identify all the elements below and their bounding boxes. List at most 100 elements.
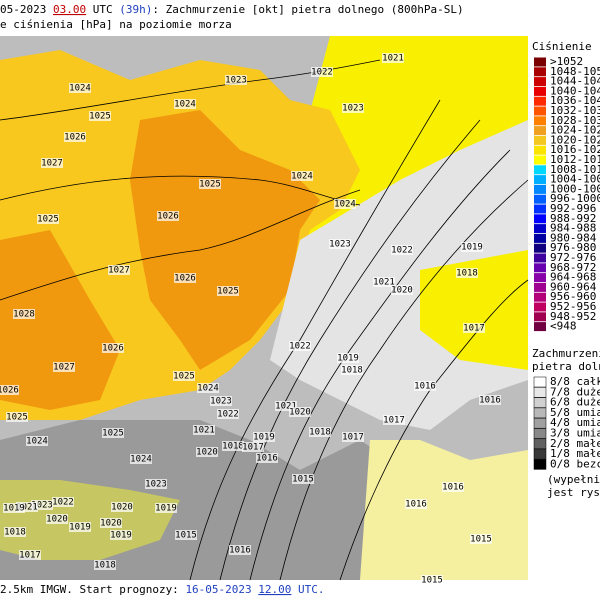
footer-text: 2.5km IMGW. Start prognozy:: [0, 583, 185, 596]
isobar-labels: 1024 1023 1022 1021 1024 1023 1025 1026 1027 1025…: [0, 53, 501, 586]
legend-swatch: [534, 282, 546, 292]
footer-date: 16-05-2023: [185, 583, 251, 596]
legend-swatch: [534, 175, 546, 185]
isobar-label: 1027: [41, 159, 63, 169]
isobar-label: 1022: [289, 342, 311, 352]
isobar-label-bg: [334, 199, 356, 209]
isobar-label-bg: [383, 415, 405, 425]
isobar-label: 1016: [479, 396, 501, 406]
legend-label: 1044-104: [550, 75, 600, 88]
isobar-label-bg: [110, 530, 132, 540]
isobar-label-bg: [52, 497, 74, 507]
isobar-label: 1021: [373, 278, 395, 288]
isobar-label: 1020: [196, 448, 218, 458]
header-date: 05-2023: [0, 3, 46, 16]
isobar-label-bg: [217, 409, 239, 419]
isobar-label-bg: [456, 268, 478, 278]
isobar-label: 1018: [456, 269, 478, 279]
isobar-label: 1015: [175, 531, 197, 541]
isobar-label-bg: [461, 242, 483, 252]
isobar-label-bg: [69, 83, 91, 93]
isobar-label-bg: [421, 575, 443, 585]
isobar-label: 1017: [19, 551, 41, 561]
isobar-label: 1023: [210, 397, 232, 407]
isobar-label-bg: [100, 518, 122, 528]
legend-swatch: [533, 387, 547, 398]
isobar-label: 1021: [275, 402, 297, 412]
orange-area: [130, 110, 320, 370]
legend-swatch: [534, 302, 546, 312]
header-line-1: 05-2023 03.00 UTC (39h): Zachmurzenie [o…: [0, 3, 464, 16]
isobar-label-bg: [222, 441, 244, 451]
pale-yellow-area: [360, 440, 528, 580]
isobar-label: 1024: [130, 455, 152, 465]
isobar-label: 1020: [289, 408, 311, 418]
legend-label: 5/8 umiarn: [550, 406, 600, 419]
isobar-label-bg: [242, 442, 264, 452]
footer-utc: UTC.: [298, 583, 325, 596]
isobar-label: 1022: [52, 498, 74, 508]
isobar-label-bg: [111, 502, 133, 512]
isobar-label: 1021: [193, 426, 215, 436]
isobar-label-bg: [463, 323, 485, 333]
isobar-label: 1024: [197, 384, 219, 394]
legend-swatch: [534, 96, 546, 106]
legend-label: 1/8 małe: [550, 447, 600, 460]
isobar-label: 1025: [37, 215, 59, 225]
isobar-label-bg: [4, 527, 26, 537]
legend-label: 984-988: [550, 222, 596, 235]
isobar-label-bg: [199, 179, 221, 189]
isobar-label: 1025: [102, 429, 124, 439]
legend-swatch: [534, 77, 546, 87]
isobar-label: 1023: [145, 480, 167, 490]
isobar-label-bg: [373, 277, 395, 287]
isobar-label: 1015: [470, 535, 492, 545]
isobar-label: 1025: [199, 180, 221, 190]
isobar-label-bg: [6, 412, 28, 422]
isobar-label: 1022: [391, 246, 413, 256]
isobar-label-bg: [229, 545, 251, 555]
isobar-label: 1025: [173, 372, 195, 382]
isobar-label: 1027: [53, 363, 75, 373]
legend-label: 8/8 całkow: [550, 375, 600, 388]
isobar-label: 1016: [414, 382, 436, 392]
legend-swatch: [534, 204, 546, 214]
isobar-label: 1026: [102, 344, 124, 354]
legend-label: 1024-102: [550, 124, 600, 137]
isobar-label-bg: [210, 396, 232, 406]
isobar-label: 1024: [69, 84, 91, 94]
isobar-label-bg: [391, 245, 413, 255]
isobar-label: 1015: [292, 475, 314, 485]
cloud-legend-note: (wypełnieni: [547, 473, 600, 486]
legend-swatch: [534, 273, 546, 283]
isobar-label-bg: [3, 503, 25, 513]
isobar-label-bg: [311, 67, 333, 77]
legend-label: 968-972: [550, 261, 596, 274]
isobar-label: 1019: [155, 504, 177, 514]
isobar-label-bg: [130, 454, 152, 464]
legend-label: 1032-103: [550, 104, 600, 117]
isobar-label-bg: [225, 75, 247, 85]
isobar-label: 1019: [3, 504, 25, 514]
header-utc: UTC: [93, 3, 113, 16]
isobar-label: 1018: [341, 366, 363, 376]
legend-label: 1000-100: [550, 182, 600, 195]
legend-swatch: [534, 184, 546, 194]
isobar-label-bg: [414, 381, 436, 391]
isobar-label-bg: [196, 447, 218, 457]
isobar-label-bg: [94, 560, 116, 570]
isobar-label-bg: [174, 273, 196, 283]
legend-swatch: [534, 214, 546, 224]
isobar-label-bg: [470, 534, 492, 544]
isobar-label: 1017: [463, 324, 485, 334]
isobar-label: 1026: [64, 133, 86, 143]
isobar-label-bg: [31, 500, 53, 510]
isobar-label-bg: [289, 341, 311, 351]
header-time: 03.00: [53, 3, 86, 16]
legend-swatch: [534, 155, 546, 165]
isobars: [0, 59, 529, 581]
isobar-label: 1019: [253, 433, 275, 443]
legend-label: 1004-100: [550, 173, 600, 186]
